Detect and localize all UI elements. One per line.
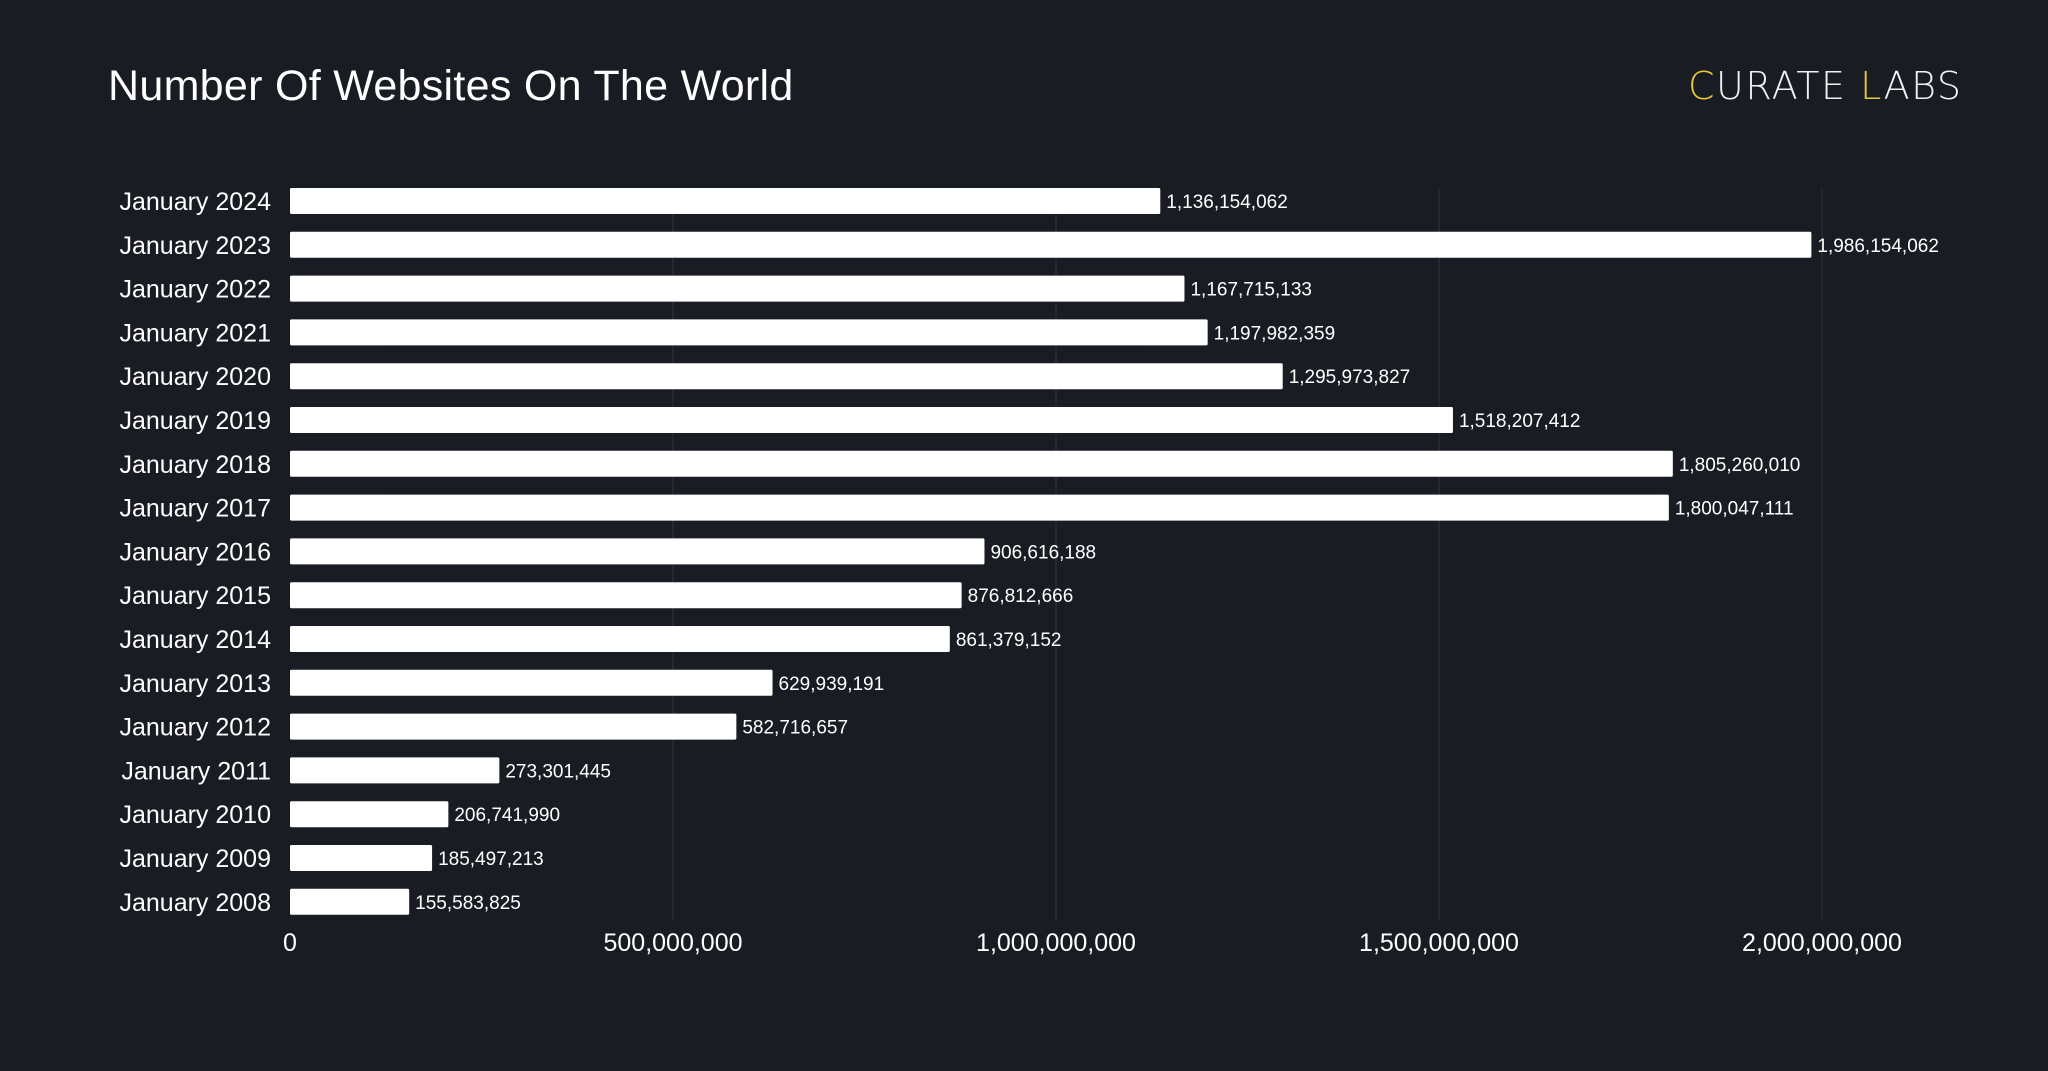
y-tick-label: January 2021 [119, 319, 271, 347]
data-label: 1,295,973,827 [1289, 367, 1411, 388]
y-tick-label: January 2009 [119, 845, 271, 873]
bar [290, 363, 1283, 390]
bar [290, 582, 962, 609]
curate-labs-logo: CURATE LABS [1688, 64, 1962, 108]
chart-title: Number Of Websites On The World [108, 62, 794, 110]
y-tick-label: January 2017 [119, 495, 271, 523]
y-tick-label: January 2022 [119, 276, 271, 304]
data-label: 1,136,154,062 [1166, 192, 1288, 213]
bar [290, 275, 1185, 302]
y-tick-label: January 2012 [119, 714, 271, 742]
data-label: 273,301,445 [505, 761, 611, 782]
data-label: 1,800,047,111 [1675, 499, 1794, 520]
data-label: 1,518,207,412 [1459, 411, 1581, 432]
y-tick-label: January 2020 [119, 363, 271, 391]
bar [290, 626, 950, 652]
y-tick-label: January 2008 [119, 889, 271, 917]
data-label: 906,616,188 [990, 542, 1096, 563]
y-tick-label: January 2011 [121, 757, 271, 785]
data-label: 185,497,213 [438, 849, 544, 870]
data-label: 1,805,260,010 [1679, 455, 1801, 476]
bar [290, 450, 1673, 477]
data-label: 1,197,982,359 [1214, 323, 1336, 344]
data-label: 155,583,825 [415, 893, 521, 914]
data-label: 582,716,657 [742, 718, 848, 739]
y-tick-label: January 2019 [119, 407, 271, 435]
logo-text: URATE [1716, 64, 1861, 108]
bar [290, 845, 433, 871]
bar [290, 319, 1208, 346]
bar [290, 888, 410, 915]
bar [290, 231, 1812, 258]
y-tick-label: January 2015 [119, 582, 271, 610]
bar [290, 801, 449, 828]
data-label: 206,741,990 [454, 805, 560, 826]
logo-letter: C [1688, 64, 1717, 108]
x-tick-label: 0 [283, 929, 297, 957]
x-tick-label: 1,500,000,000 [1359, 929, 1519, 957]
data-label: 1,986,154,062 [1817, 236, 1939, 257]
bar [290, 407, 1453, 433]
bar [290, 188, 1161, 214]
logo-text: ABS [1883, 64, 1963, 108]
y-tick-label: January 2010 [119, 801, 271, 829]
bar [290, 494, 1669, 521]
bar [290, 757, 500, 784]
y-tick-label: January 2024 [119, 188, 271, 216]
x-tick-label: 500,000,000 [603, 929, 742, 957]
y-tick-label: January 2018 [119, 451, 271, 479]
data-label: 861,379,152 [956, 630, 1062, 651]
x-tick-label: 2,000,000,000 [1742, 929, 1902, 957]
bar [290, 713, 737, 740]
y-tick-label: January 2016 [119, 538, 271, 566]
logo-letter: L [1860, 64, 1884, 108]
x-tick-label: 1,000,000,000 [976, 929, 1136, 957]
data-label: 629,939,191 [779, 674, 885, 695]
bar [290, 538, 985, 565]
y-tick-label: January 2023 [119, 232, 271, 260]
data-label: 876,812,666 [968, 586, 1074, 607]
data-label: 1,167,715,133 [1190, 280, 1312, 301]
y-tick-label: January 2013 [119, 670, 271, 698]
y-tick-label: January 2014 [119, 626, 271, 654]
bar [290, 669, 773, 696]
